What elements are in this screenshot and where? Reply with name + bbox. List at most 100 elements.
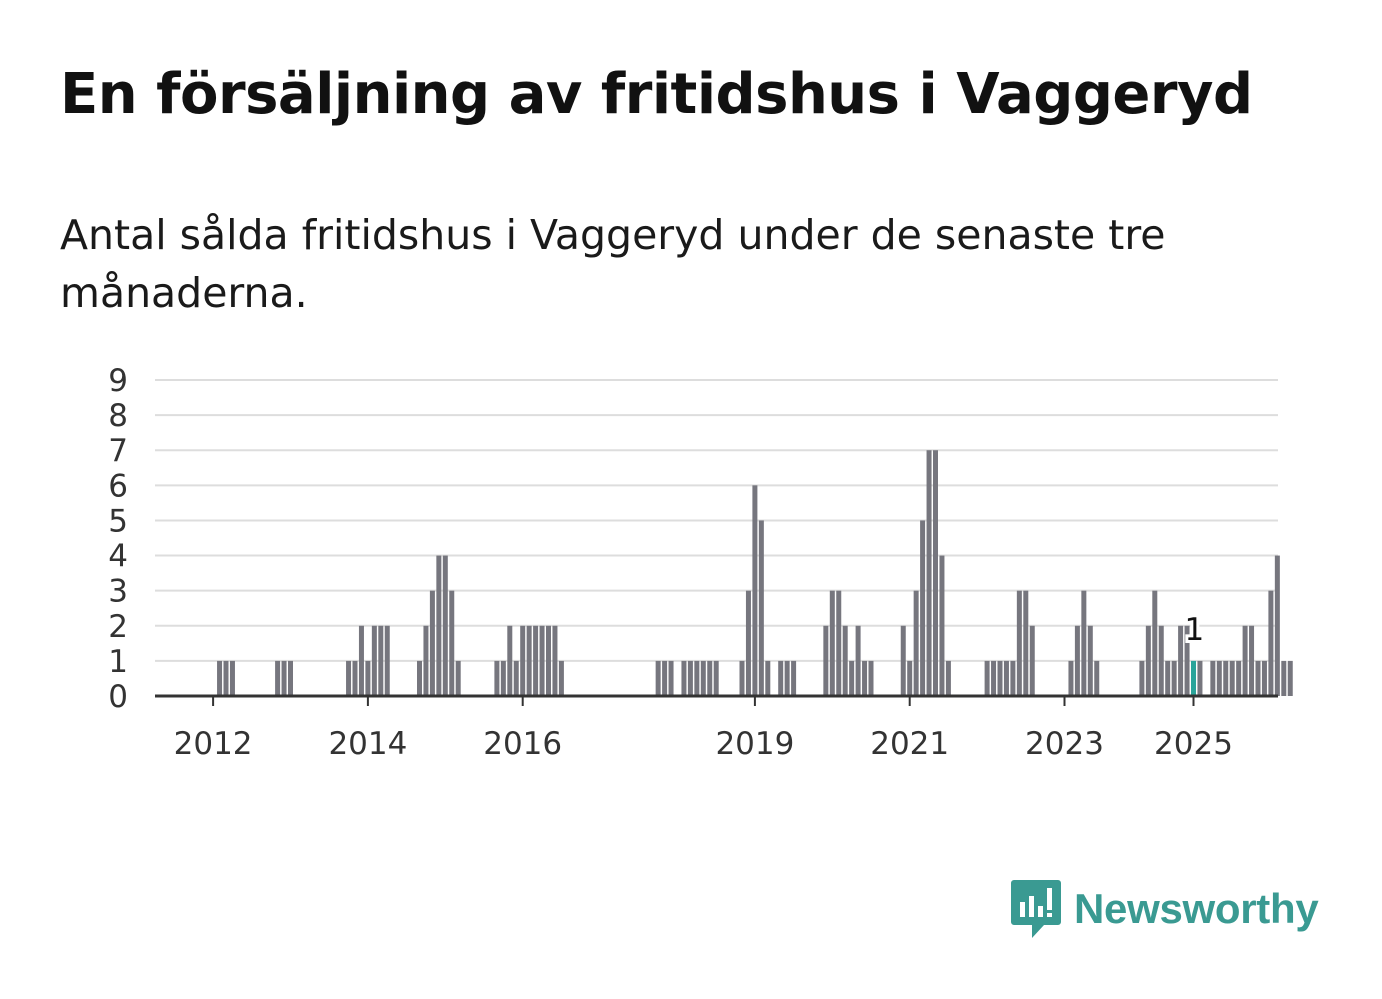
bar [926, 450, 932, 696]
bar [939, 555, 945, 696]
x-tick-label: 2023 [1025, 726, 1104, 762]
bar [1223, 660, 1229, 696]
bar [442, 555, 448, 696]
highlight-value-label: 1 [1185, 612, 1205, 648]
annotations: 1 [1182, 609, 1208, 651]
bar [346, 660, 352, 696]
highlighted-bar [1191, 660, 1196, 696]
x-tick-label: 2025 [1154, 726, 1233, 762]
y-tick-label: 7 [108, 433, 128, 469]
bar [745, 590, 751, 696]
bar [1287, 660, 1293, 696]
bar [371, 625, 377, 696]
bar [1171, 660, 1177, 696]
bar [1139, 660, 1145, 696]
bar [229, 660, 235, 696]
bar [539, 625, 545, 696]
bar [1158, 625, 1164, 696]
bar [358, 625, 364, 696]
brand-logo: Newsworthy [1010, 878, 1319, 940]
bar [423, 625, 429, 696]
bar [1016, 590, 1022, 696]
bar [455, 660, 461, 696]
x-axis-ticks: 2012 2014 2016 2019 2021 2023 2025 [174, 696, 1233, 762]
bar [500, 660, 506, 696]
x-tick-label: 2021 [870, 726, 949, 762]
bar [436, 555, 442, 696]
bar [655, 660, 661, 696]
bar [913, 590, 919, 696]
y-tick-label: 9 [108, 363, 128, 399]
bar [378, 625, 384, 696]
bar [1216, 660, 1222, 696]
bar [933, 450, 938, 696]
bar [288, 660, 293, 696]
bar [907, 660, 913, 696]
x-tick-label: 2019 [715, 726, 794, 762]
brand-name: Newsworthy [1074, 885, 1319, 932]
bar [558, 660, 564, 696]
y-tick-label: 6 [108, 468, 128, 504]
y-tick-label: 1 [108, 644, 128, 680]
bar [991, 660, 997, 696]
bar [1274, 555, 1280, 696]
bar [765, 660, 771, 696]
bar [352, 660, 358, 696]
bar [275, 660, 281, 696]
bar [791, 660, 797, 696]
bars [217, 450, 1293, 696]
bar [417, 660, 422, 696]
y-tick-label: 3 [108, 574, 128, 610]
bar [836, 590, 842, 696]
bar [526, 625, 532, 696]
y-tick-label: 8 [108, 398, 128, 434]
bar [507, 625, 513, 696]
bar [668, 660, 674, 696]
bar [849, 660, 855, 696]
bar [855, 625, 861, 696]
bar [1010, 660, 1016, 696]
bar [984, 660, 990, 696]
bar [681, 660, 687, 696]
bar [1210, 660, 1216, 696]
bar [945, 660, 951, 696]
bar [1184, 625, 1190, 696]
bar [687, 660, 693, 696]
bar [1068, 660, 1074, 696]
y-tick-label: 4 [108, 539, 128, 575]
bar [694, 660, 700, 696]
bar [1074, 625, 1080, 696]
bar [281, 660, 287, 696]
bar [1094, 660, 1100, 696]
bar [700, 660, 706, 696]
bar [1152, 590, 1158, 696]
bar [778, 660, 784, 696]
bar [752, 485, 758, 696]
bar [713, 660, 719, 696]
x-tick-label: 2016 [483, 726, 562, 762]
bar [494, 660, 500, 696]
y-tick-label: 0 [108, 679, 128, 715]
bar [1268, 590, 1274, 696]
bar [1145, 625, 1151, 696]
bar [758, 520, 764, 696]
bar [365, 660, 371, 696]
bar [842, 625, 848, 696]
bar [1029, 625, 1035, 696]
bar [739, 660, 745, 696]
newsworthy-logo-icon [1011, 880, 1061, 938]
bar [449, 590, 455, 696]
bar [662, 660, 668, 696]
bar [546, 625, 551, 696]
bar [1281, 660, 1287, 696]
bar [217, 660, 223, 696]
bar [1165, 660, 1171, 696]
bar [1229, 660, 1235, 696]
bar [1236, 660, 1242, 696]
bar [552, 625, 558, 696]
bar [707, 660, 713, 696]
bar [1003, 660, 1009, 696]
bar [223, 660, 229, 696]
